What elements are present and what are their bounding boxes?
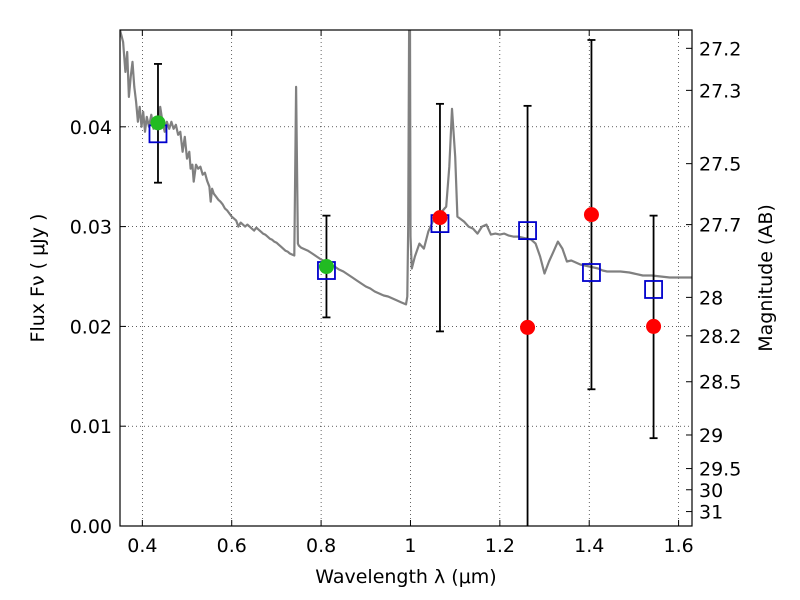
observed-point <box>583 207 599 223</box>
right-tick-label: 29 <box>699 425 723 447</box>
right-tick-label: 27.3 <box>699 80 741 102</box>
observed-point <box>432 210 448 226</box>
right-tick-label: 28 <box>699 287 723 309</box>
spectrum-line <box>120 30 692 306</box>
right-tick-label: 29.5 <box>699 459 741 481</box>
right-tick-label: 31 <box>699 502 723 524</box>
x-tick-label: 1.4 <box>574 535 604 557</box>
model-point <box>582 263 601 282</box>
y-axis-label-right: Magnitude (AB) <box>755 204 777 352</box>
x-tick-label: 1.2 <box>485 535 515 557</box>
right-tick-label: 28.5 <box>699 372 741 394</box>
axis-ticks <box>120 30 692 527</box>
plot-area <box>120 30 692 526</box>
right-tick-label: 27.7 <box>699 215 741 237</box>
observed-point <box>150 115 166 131</box>
observed-point <box>520 319 536 335</box>
tick-labels: 0.4 0.6 0.8 1 1.2 1.4 1.6 0.00 0.01 0.02 0.03 0.04 2… <box>70 38 742 557</box>
x-axis-label: Wavelength λ (μm) <box>315 566 496 588</box>
x-tick-label: 0.4 <box>127 535 157 557</box>
observed-point <box>318 259 334 275</box>
right-tick-label: 27.2 <box>699 38 741 60</box>
y-tick-label: 0.01 <box>70 416 112 438</box>
observed-point <box>646 318 662 334</box>
right-tick-label: 27.5 <box>699 154 741 176</box>
y-tick-label: 0.02 <box>70 316 112 338</box>
y-tick-label: 0.03 <box>70 217 112 239</box>
model-point <box>644 280 663 299</box>
x-tick-label: 1 <box>404 535 416 557</box>
x-tick-label: 0.6 <box>217 535 247 557</box>
y-axis-label-left: Flux Fν ( μJy ) <box>27 214 49 343</box>
y-tick-label: 0.04 <box>70 117 112 139</box>
plot-frame <box>119 29 693 527</box>
right-tick-label: 30 <box>699 480 723 502</box>
x-tick-label: 1.6 <box>663 535 693 557</box>
x-tick-label: 0.8 <box>306 535 336 557</box>
model-point <box>518 221 537 240</box>
grid <box>120 30 692 526</box>
right-tick-label: 28.2 <box>699 326 741 348</box>
y-tick-label: 0.00 <box>70 516 112 538</box>
